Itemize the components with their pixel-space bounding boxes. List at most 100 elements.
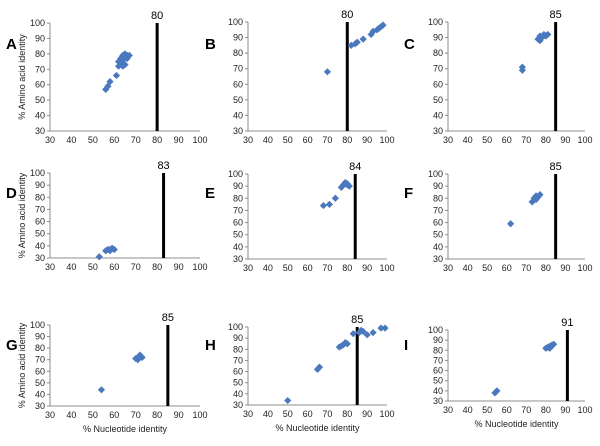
data-point [532,195,540,204]
y-tick-label: 30 [433,396,443,406]
x-tick-label: 70 [322,409,332,419]
x-tick-label: 100 [192,262,207,272]
x-tick-label: 70 [322,135,332,145]
x-tick-label: 50 [283,135,293,145]
x-tick-label: 100 [379,135,394,145]
y-tick-label: 90 [433,181,443,191]
panel-letter: E [205,185,215,202]
x-tick-label: 50 [482,263,492,273]
data-point [349,330,357,338]
y-tick-label: 40 [233,242,243,252]
x-tick-label: 70 [131,410,141,420]
x-tick-label: 100 [192,135,207,145]
data-point [367,30,375,39]
y-tick-label: 50 [35,378,45,388]
data-point [343,180,351,188]
x-tick-label: 70 [322,263,332,273]
x-tick-label: 70 [131,135,141,145]
y-tick-label: 40 [433,386,443,396]
y-tick-label: 90 [35,332,45,342]
x-tick-label: 60 [303,135,313,145]
threshold-label: 80 [151,10,163,22]
x-tick-label: 90 [174,410,184,420]
x-tick-label: 50 [283,263,293,273]
y-tick-label: 70 [433,355,443,365]
y-tick-label: 50 [433,230,443,240]
x-tick-label: 60 [502,135,512,145]
data-point [369,328,377,337]
x-tick-label: 90 [174,135,184,145]
data-point [538,33,546,42]
x-tick-label: 30 [45,410,55,420]
panel-letter: A [6,36,17,53]
data-point [315,363,324,371]
x-axis-title: % Nucleotide identity [83,424,168,434]
x-tick-label: 90 [560,405,570,415]
data-point [518,63,526,71]
data-point [112,71,121,80]
data-point [377,324,385,332]
x-tick-label: 60 [303,409,313,419]
panel-letter: G [6,337,18,354]
data-point [550,340,558,348]
y-tick-label: 50 [233,230,243,240]
y-tick-label: 100 [228,169,243,179]
y-tick-label: 30 [233,126,243,136]
y-tick-label: 40 [35,389,45,399]
threshold-label: 91 [561,317,573,329]
x-tick-label: 100 [379,409,394,419]
y-tick-label: 70 [433,205,443,215]
panel-letter: C [404,36,415,53]
y-tick-label: 70 [233,205,243,215]
y-tick-label: 80 [433,193,443,203]
y-tick-label: 60 [233,79,243,89]
x-tick-label: 40 [66,135,76,145]
x-tick-label: 40 [263,263,273,273]
y-tick-label: 80 [35,192,45,202]
panel-letter: H [205,337,216,354]
data-point [355,328,363,337]
x-tick-label: 30 [243,263,253,273]
y-tick-label: 30 [35,126,45,136]
x-tick-label: 100 [379,263,394,273]
y-tick-label: 100 [228,17,243,27]
data-point [544,30,552,39]
data-point [323,68,332,76]
x-tick-label: 80 [342,409,352,419]
y-tick-label: 60 [433,366,443,376]
data-point [136,351,144,359]
x-tick-label: 90 [560,135,570,145]
y-tick-label: 90 [433,335,443,345]
y-tick-label: 40 [433,242,443,252]
x-tick-label: 30 [45,135,55,145]
x-tick-label: 80 [152,410,162,420]
threshold-label: 85 [351,314,363,326]
x-tick-label: 80 [541,405,551,415]
x-tick-label: 40 [263,409,273,419]
y-tick-label: 70 [35,355,45,365]
panel-b: B 30 40 50 60 70 80 90 100 30 40 50 60 70 80 90 100 80 [205,9,395,145]
y-tick-label: 80 [35,343,45,353]
y-tick-label: 60 [433,79,443,89]
data-point [343,340,351,348]
y-tick-label: 40 [35,111,45,121]
x-tick-label: 90 [560,263,570,273]
threshold-label: 80 [341,9,353,21]
x-tick-label: 40 [463,405,473,415]
data-point [353,38,361,46]
x-tick-label: 40 [263,135,273,145]
y-tick-label: 90 [35,180,45,190]
x-tick-label: 100 [577,135,592,145]
data-point [284,396,292,405]
x-tick-label: 30 [45,262,55,272]
panel-c: C 30 40 50 60 70 80 90 100 30 40 50 60 70 80 90 100 85 [404,9,593,145]
y-tick-label: 60 [35,366,45,376]
x-tick-label: 80 [541,135,551,145]
data-point [493,387,501,395]
data-point [339,341,347,349]
